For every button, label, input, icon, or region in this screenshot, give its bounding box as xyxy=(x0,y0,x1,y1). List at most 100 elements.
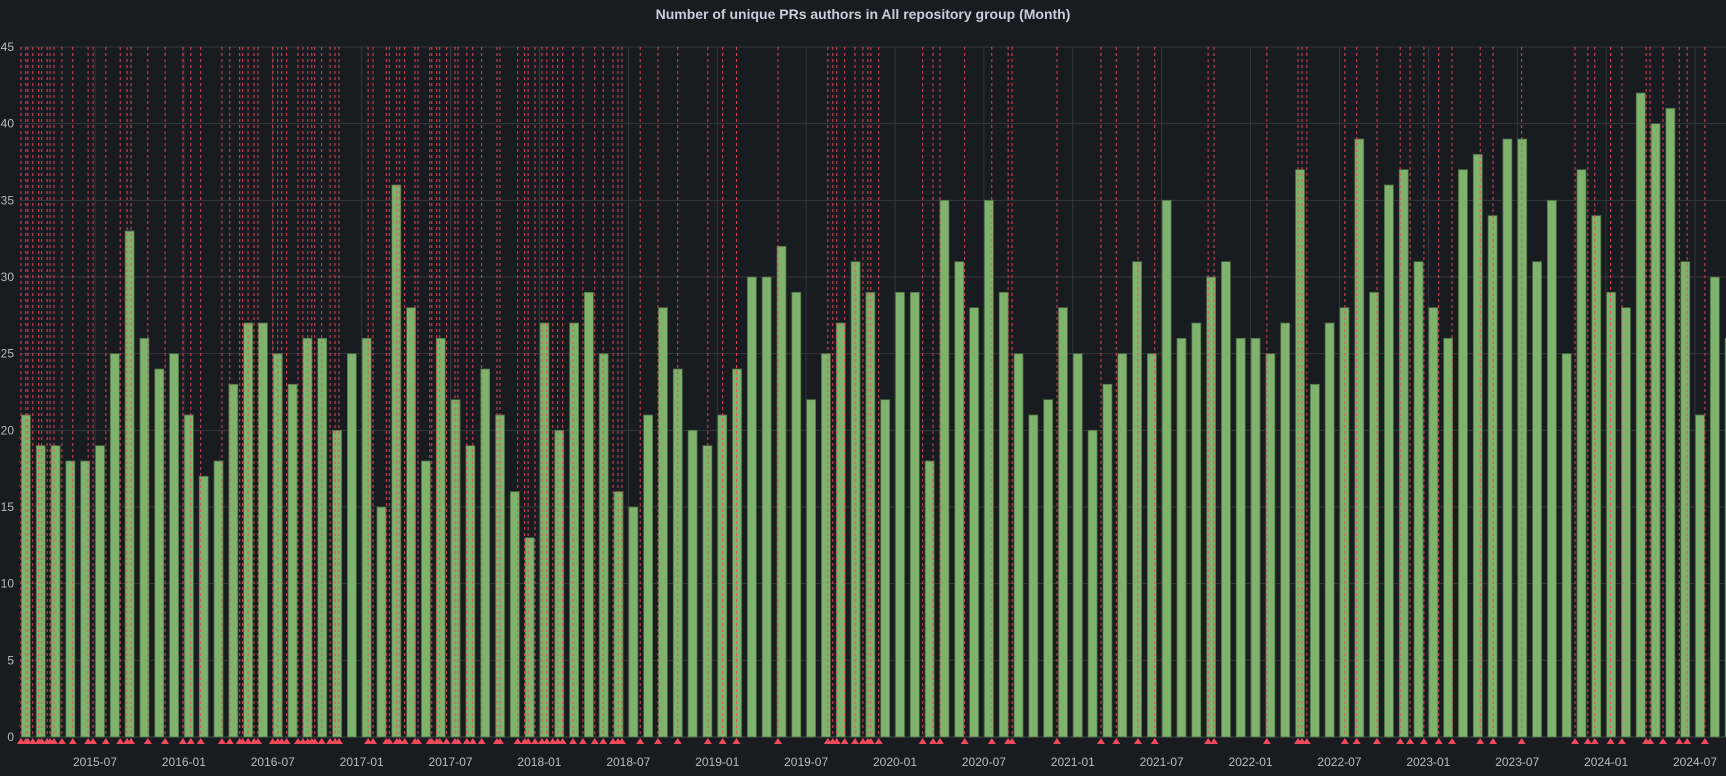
annotation-marker[interactable] xyxy=(1658,738,1667,744)
annotation-marker[interactable] xyxy=(217,738,226,744)
bar-2016-02[interactable] xyxy=(198,475,209,738)
annotation-marker[interactable] xyxy=(1396,738,1405,744)
bar-2021-01[interactable] xyxy=(1072,353,1083,738)
annotation-marker[interactable] xyxy=(987,738,996,744)
bar-2020-08[interactable] xyxy=(998,291,1009,738)
bar-2019-02[interactable] xyxy=(732,368,742,738)
annotation-marker[interactable] xyxy=(840,738,849,744)
annotation-marker[interactable] xyxy=(1052,738,1061,744)
annotation-marker[interactable] xyxy=(1700,738,1709,744)
annotation-marker[interactable] xyxy=(773,738,782,744)
bar-2024-03[interactable] xyxy=(1635,92,1646,738)
bar-2016-03[interactable] xyxy=(213,460,224,738)
annotation-marker[interactable] xyxy=(1204,738,1213,744)
annotation-marker[interactable] xyxy=(334,738,343,744)
bar-2018-12[interactable] xyxy=(702,445,713,738)
bar-2022-12[interactable] xyxy=(1413,261,1424,738)
annotation-marker[interactable] xyxy=(1606,738,1615,744)
bar-2020-06[interactable] xyxy=(969,307,979,738)
annotation-marker[interactable] xyxy=(225,738,234,744)
bar-2021-02[interactable] xyxy=(1087,429,1098,738)
bar-2023-06[interactable] xyxy=(1502,138,1513,738)
annotation-marker[interactable] xyxy=(37,738,46,744)
bar-2016-12[interactable] xyxy=(346,353,357,738)
bar-2019-07[interactable] xyxy=(806,399,817,738)
bar-2021-06[interactable] xyxy=(1146,353,1157,738)
annotation-marker[interactable] xyxy=(832,738,841,744)
annotation-marker[interactable] xyxy=(127,738,136,744)
bar-2020-10[interactable] xyxy=(1028,414,1039,738)
bar-2024-04[interactable] xyxy=(1650,123,1661,738)
annotation-marker[interactable] xyxy=(495,738,504,744)
bar-2015-10[interactable] xyxy=(139,337,150,738)
bar-2020-09[interactable] xyxy=(1013,353,1024,738)
bar-2021-04[interactable] xyxy=(1117,353,1128,738)
bar-2015-11[interactable] xyxy=(154,368,165,738)
bar-2023-08[interactable] xyxy=(1532,261,1542,738)
bar-2022-05[interactable] xyxy=(1309,383,1320,738)
annotation-marker[interactable] xyxy=(1583,738,1592,744)
annotation-marker[interactable] xyxy=(317,738,326,744)
bar-2023-02[interactable] xyxy=(1443,337,1454,738)
bar-2016-04[interactable] xyxy=(228,383,239,738)
annotation-marker[interactable] xyxy=(282,738,291,744)
bar-2020-12[interactable] xyxy=(1058,307,1068,738)
bar-2015-09[interactable] xyxy=(124,230,135,738)
bar-2017-05[interactable] xyxy=(421,460,431,738)
bar-2016-11[interactable] xyxy=(332,429,342,738)
bar-2023-04[interactable] xyxy=(1472,153,1483,738)
bar-2015-05[interactable] xyxy=(65,460,76,738)
annotation-marker[interactable] xyxy=(1112,738,1121,744)
annotation-marker[interactable] xyxy=(1489,738,1498,744)
annotation-marker[interactable] xyxy=(1448,738,1457,744)
bar-2017-12[interactable] xyxy=(524,537,535,738)
annotation-marker[interactable] xyxy=(178,738,187,744)
bar-2018-11[interactable] xyxy=(687,429,698,738)
annotation-marker[interactable] xyxy=(253,738,262,744)
bar-2015-04[interactable] xyxy=(50,445,61,738)
annotation-marker[interactable] xyxy=(599,738,608,744)
annotation-marker[interactable] xyxy=(636,738,645,744)
bar-2024-01[interactable] xyxy=(1606,291,1617,738)
annotation-marker[interactable] xyxy=(617,738,626,744)
bar-2023-01[interactable] xyxy=(1428,307,1439,738)
annotation-marker[interactable] xyxy=(1617,738,1626,744)
annotation-marker[interactable] xyxy=(531,738,540,744)
bar-2018-07[interactable] xyxy=(628,506,639,738)
bar-2017-08[interactable] xyxy=(465,445,476,738)
annotation-marker[interactable] xyxy=(369,738,378,744)
bar-2015-07[interactable] xyxy=(95,445,105,738)
annotation-marker[interactable] xyxy=(1352,738,1361,744)
bar-2021-11[interactable] xyxy=(1221,261,1231,738)
bar-2017-09[interactable] xyxy=(480,368,491,738)
bar-2022-03[interactable] xyxy=(1280,322,1291,738)
annotation-marker[interactable] xyxy=(435,738,444,744)
bar-2023-09[interactable] xyxy=(1546,199,1557,738)
annotation-marker[interactable] xyxy=(653,738,662,744)
annotation-marker[interactable] xyxy=(442,738,451,744)
annotation-marker[interactable] xyxy=(929,738,938,744)
annotation-marker[interactable] xyxy=(68,738,77,744)
bar-2024-05[interactable] xyxy=(1665,107,1676,738)
annotation-marker[interactable] xyxy=(874,738,883,744)
annotation-marker[interactable] xyxy=(238,738,247,744)
bar-2019-06[interactable] xyxy=(791,291,802,738)
annotation-marker[interactable] xyxy=(161,738,170,744)
annotation-marker[interactable] xyxy=(1683,738,1692,744)
annotation-marker[interactable] xyxy=(524,738,533,744)
panel-title[interactable]: Number of unique PRs authors in All repo… xyxy=(655,6,1071,22)
bar-2019-10[interactable] xyxy=(850,261,861,738)
bar-2015-12[interactable] xyxy=(169,353,179,738)
bar-2023-11[interactable] xyxy=(1576,169,1587,738)
bar-2018-05[interactable] xyxy=(598,353,609,738)
annotation-marker[interactable] xyxy=(1590,738,1599,744)
bar-2018-01[interactable] xyxy=(539,322,550,738)
bar-2018-04[interactable] xyxy=(583,291,594,738)
bar-2021-05[interactable] xyxy=(1132,261,1142,738)
bar-2016-10[interactable] xyxy=(317,337,328,738)
bar-2022-09[interactable] xyxy=(1369,291,1379,738)
bar-2021-12[interactable] xyxy=(1235,337,1246,738)
bar-2022-02[interactable] xyxy=(1265,353,1276,738)
annotation-marker[interactable] xyxy=(453,738,462,744)
bar-2020-05[interactable] xyxy=(954,261,965,738)
